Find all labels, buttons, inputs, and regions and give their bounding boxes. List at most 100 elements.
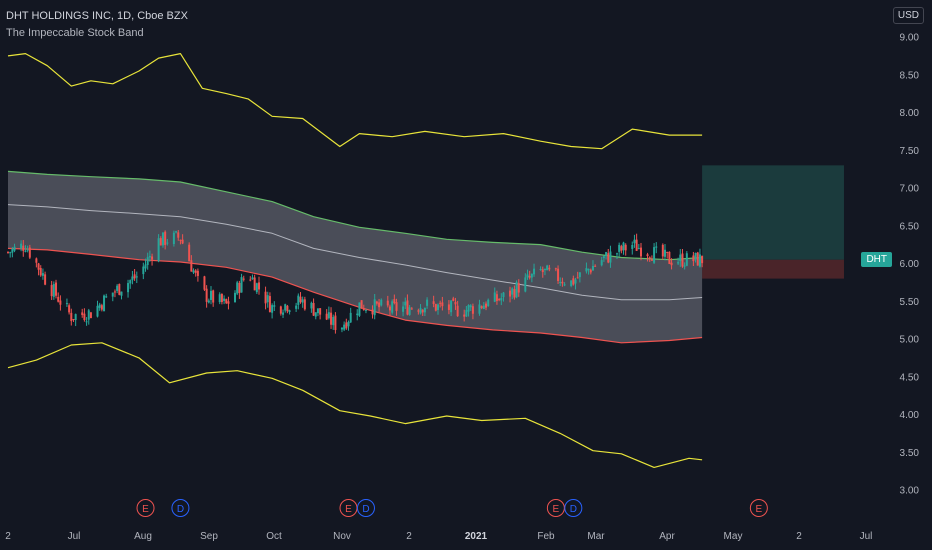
candle-body — [618, 244, 621, 252]
candle-body — [271, 305, 274, 313]
dividend-marker — [171, 499, 190, 517]
candle-body — [345, 322, 348, 329]
currency-button[interactable]: USD — [892, 7, 924, 24]
stop-zone — [702, 259, 844, 279]
candle-body — [159, 238, 162, 246]
candle-body — [478, 304, 481, 314]
candle-body — [142, 266, 145, 275]
x-tick-label: Apr — [659, 531, 675, 542]
candle-body — [465, 310, 468, 317]
symbol-title[interactable]: DHT HOLDINGS INC, 1D, Cboe BZX — [6, 10, 188, 22]
candle-body — [223, 298, 226, 301]
candle-body — [463, 314, 466, 317]
candle-body — [530, 273, 533, 278]
candle-body — [65, 303, 68, 305]
candle-body — [44, 274, 47, 285]
candle-body — [205, 288, 208, 302]
candle-body — [591, 265, 594, 271]
candle-body — [177, 232, 180, 238]
price-axis[interactable]: 9.00 8.50 8.00 7.50 7.00 6.50 6.00 5.50 5.00 4.50… — [900, 33, 920, 497]
candle-body — [181, 239, 184, 244]
candle-body — [694, 252, 697, 260]
candle-body — [194, 270, 197, 273]
candle-body — [301, 299, 304, 303]
outer_lower-line — [7, 342, 703, 468]
candle-body — [410, 308, 413, 310]
target-zone — [702, 165, 844, 260]
candle-body — [539, 269, 542, 271]
candle-body — [85, 321, 88, 323]
candle-body — [295, 305, 298, 309]
x-tick-label: 2 — [796, 531, 802, 542]
candle-body — [129, 280, 132, 284]
candle-body — [100, 305, 103, 310]
candle-body — [524, 277, 527, 292]
candle-body — [146, 257, 149, 265]
candle-body — [11, 248, 14, 253]
band_upper-line — [7, 170, 703, 261]
candle-body — [70, 312, 73, 322]
candle-body — [423, 307, 426, 313]
candle-body — [454, 301, 457, 305]
candle-body — [98, 304, 101, 308]
candle-body — [511, 288, 514, 295]
candle-body — [685, 253, 688, 266]
candle-body — [52, 284, 55, 297]
y-tick-label: 6.00 — [900, 259, 920, 270]
candle-body — [249, 279, 252, 281]
candle-body — [81, 312, 84, 315]
candle-body — [670, 262, 673, 266]
event-label: D — [362, 504, 369, 515]
candle-body — [502, 292, 505, 298]
candle-body — [105, 296, 108, 298]
candle-body — [316, 308, 319, 314]
candle-body — [395, 302, 398, 311]
outer_upper-line — [7, 53, 703, 150]
candle-body — [358, 302, 361, 316]
candle-body — [439, 302, 442, 304]
candle-body — [664, 249, 667, 257]
candle-body — [391, 301, 394, 313]
candle-body — [35, 258, 38, 263]
candle-body — [212, 290, 215, 303]
event-label: D — [570, 504, 577, 515]
candle-body — [251, 277, 254, 280]
y-tick-label: 3.50 — [900, 448, 920, 459]
x-tick-label: May — [724, 531, 743, 542]
candle-body — [406, 300, 409, 315]
y-tick-label: 4.00 — [900, 410, 920, 421]
candle-body — [118, 283, 121, 295]
candle-body — [74, 314, 77, 321]
indicator-title[interactable]: The Impeccable Stock Band — [6, 27, 144, 39]
candle-body — [528, 275, 531, 278]
candle-body — [452, 298, 455, 301]
candle-body — [375, 301, 378, 304]
candle-body — [574, 279, 577, 284]
trade-zones — [702, 165, 844, 279]
candle-body — [500, 298, 503, 301]
candle-body — [59, 300, 62, 305]
candle-body — [332, 316, 335, 326]
candle-body — [9, 252, 12, 254]
candle-body — [533, 268, 536, 275]
candle-body — [378, 302, 381, 308]
candle-body — [615, 253, 618, 255]
candle-body — [360, 300, 363, 309]
x-tick-label: Jul — [68, 531, 81, 542]
candle-body — [57, 296, 60, 302]
time-axis[interactable]: 2 Jul Aug Sep Oct Nov 2 2021 Feb Mar Apr May 2 Jul — [5, 531, 872, 542]
y-tick-label: 3.00 — [900, 486, 920, 497]
x-tick-label: 2 — [5, 531, 11, 542]
candle-body — [234, 292, 237, 303]
x-tick-label: Sep — [200, 531, 218, 542]
event-label: E — [142, 504, 149, 515]
candle-body — [330, 312, 333, 325]
candle-body — [364, 309, 367, 311]
candle-body — [495, 294, 498, 301]
candlesticks — [7, 229, 704, 334]
candle-body — [696, 252, 699, 266]
y-tick-label: 8.00 — [900, 108, 920, 119]
candle-body — [434, 304, 437, 311]
candle-body — [314, 312, 317, 317]
